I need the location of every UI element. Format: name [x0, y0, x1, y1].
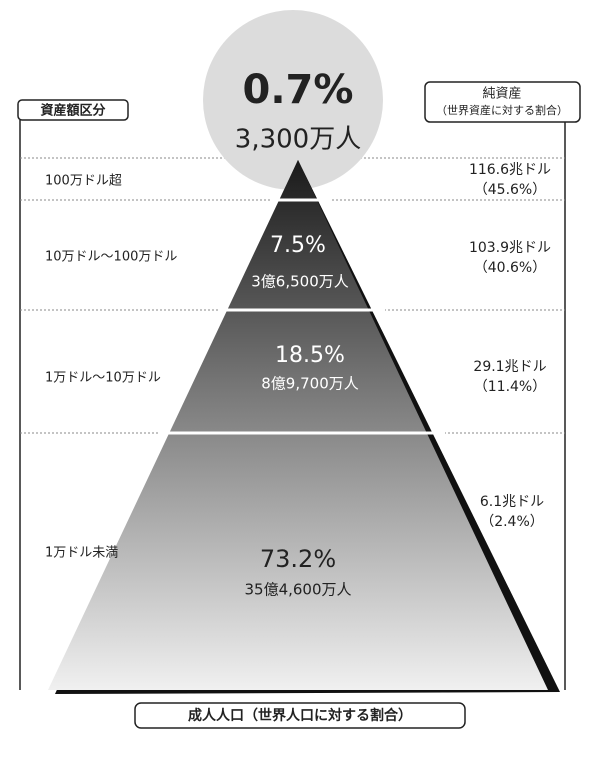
tier-population: 8億9,700万人 — [261, 375, 359, 393]
tier-wealth-share: （40.6%） — [474, 260, 546, 276]
pyramid — [48, 160, 548, 690]
tier-percent: 18.5% — [275, 343, 345, 368]
tier-range: 1万ドル未満 — [45, 546, 118, 561]
left-header: 資産額区分 — [40, 103, 105, 119]
tier-population: 3億6,500万人 — [251, 273, 349, 291]
right-header-sub: （世界資産に対する割合） — [436, 103, 568, 117]
top-percent: 0.7% — [243, 67, 354, 113]
top-circle — [203, 10, 383, 190]
tier-separators — [160, 198, 445, 435]
left-header-box — [17, 99, 129, 121]
tier-range: 100万ドル超 — [45, 174, 122, 189]
tier-wealth-share: （2.4%） — [480, 514, 544, 530]
tier-wealth: 6.1兆ドル — [480, 494, 544, 510]
tier-wealth: 29.1兆ドル — [473, 359, 546, 375]
right-header: 純資産 — [482, 86, 521, 102]
tier-population: 35億4,600万人 — [244, 581, 351, 599]
tier-wealth: 103.9兆ドル — [469, 240, 551, 256]
tier-range: 1万ドル～10万ドル — [45, 371, 161, 386]
top-population: 3,300万人 — [235, 125, 361, 155]
tier-percent: 73.2% — [260, 545, 336, 573]
tier-wealth-share: （11.4%） — [474, 379, 546, 395]
tier-wealth: 116.6兆ドル — [469, 162, 551, 178]
tier-range: 10万ドル～100万ドル — [45, 250, 177, 265]
footer-label: 成人人口（世界人口に対する割合） — [188, 707, 412, 724]
tier-percent: 7.5% — [270, 233, 326, 258]
right-header-box — [424, 81, 581, 123]
footer-box — [134, 702, 466, 729]
tier-wealth-share: （45.6%） — [474, 182, 546, 198]
